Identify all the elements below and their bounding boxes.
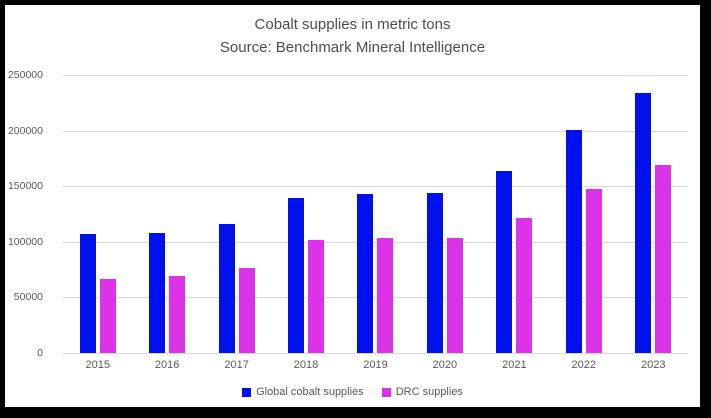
bar-drc-2022 — [585, 188, 602, 353]
bar-global-2023 — [635, 92, 652, 353]
bar-global-2017 — [218, 224, 235, 353]
gridline-50000 — [63, 297, 688, 299]
x-tick-label-2015: 2015 — [85, 359, 110, 371]
bar-global-2016 — [149, 232, 166, 353]
y-axis: 0 50000 100000 150000 200000 250000 — [5, 69, 51, 359]
bar-group-2020 — [426, 75, 463, 353]
x-tick-label-2023: 2023 — [640, 359, 666, 371]
bar-group-2016 — [149, 75, 186, 353]
y-tick-label-150000: 150000 — [7, 180, 43, 193]
bar-drc-2019 — [377, 237, 394, 353]
bars-row — [63, 75, 688, 353]
x-tick-label-2018: 2018 — [293, 359, 319, 371]
bar-global-2018 — [288, 197, 305, 353]
gridline-100000 — [63, 241, 688, 243]
bar-global-2019 — [357, 193, 374, 353]
bar-drc-2020 — [446, 238, 463, 353]
x-tick-label-2022: 2022 — [571, 359, 597, 371]
plot-area — [63, 75, 688, 354]
chart-title: Cobalt supplies in metric tons — [254, 16, 451, 33]
x-tick-label-2017: 2017 — [224, 359, 249, 371]
y-tick-label-100000: 100000 — [7, 235, 43, 248]
legend-label: DRC supplies — [395, 386, 463, 398]
legend-swatch-icon — [242, 387, 252, 397]
bar-global-2020 — [426, 192, 443, 353]
y-tick-label-50000: 50000 — [13, 291, 43, 304]
gridline-0 — [63, 353, 688, 354]
chart-title-block: Cobalt supplies in metric tons Source: B… — [5, 13, 700, 59]
chart-subtitle: Source: Benchmark Mineral Intelligence — [219, 39, 486, 56]
bar-drc-2017 — [238, 267, 255, 353]
chart-canvas: Cobalt supplies in metric tons Source: B… — [5, 5, 700, 407]
legend-swatch-icon — [381, 387, 391, 397]
bar-drc-2016 — [169, 276, 186, 353]
legend-item-drc: DRC supplies — [381, 386, 463, 398]
x-tick-label-2016: 2016 — [154, 359, 180, 371]
bar-group-2019 — [357, 75, 394, 353]
bar-drc-2015 — [99, 278, 116, 353]
bar-group-2018 — [288, 75, 325, 353]
legend-label: Global cobalt supplies — [256, 386, 364, 398]
x-axis: 2015 2016 2017 2018 2019 2020 2021 2022 2023 — [63, 359, 688, 373]
bar-drc-2023 — [655, 165, 672, 353]
bar-group-2021 — [496, 75, 533, 353]
y-tick-label-200000: 200000 — [7, 124, 43, 137]
y-tick-label-0: 0 — [37, 347, 43, 359]
x-tick-label-2021: 2021 — [502, 359, 527, 371]
bar-group-2017 — [218, 75, 255, 353]
bar-group-2022 — [565, 75, 602, 353]
x-tick-label-2019: 2019 — [363, 359, 388, 371]
bar-global-2015 — [79, 234, 96, 353]
legend: Global cobalt supplies DRC supplies — [5, 386, 700, 398]
bar-group-2015 — [79, 75, 116, 353]
legend-item-global: Global cobalt supplies — [242, 386, 364, 398]
gridline-200000 — [63, 130, 688, 132]
y-tick-label-250000: 250000 — [7, 69, 43, 81]
x-tick-label-2020: 2020 — [432, 359, 458, 371]
bar-drc-2021 — [516, 217, 533, 353]
gridline-250000 — [63, 75, 688, 76]
gridline-150000 — [63, 186, 688, 188]
bar-drc-2018 — [308, 240, 325, 353]
bar-group-2023 — [635, 75, 672, 353]
bar-global-2022 — [565, 130, 582, 353]
bar-global-2021 — [496, 171, 513, 353]
